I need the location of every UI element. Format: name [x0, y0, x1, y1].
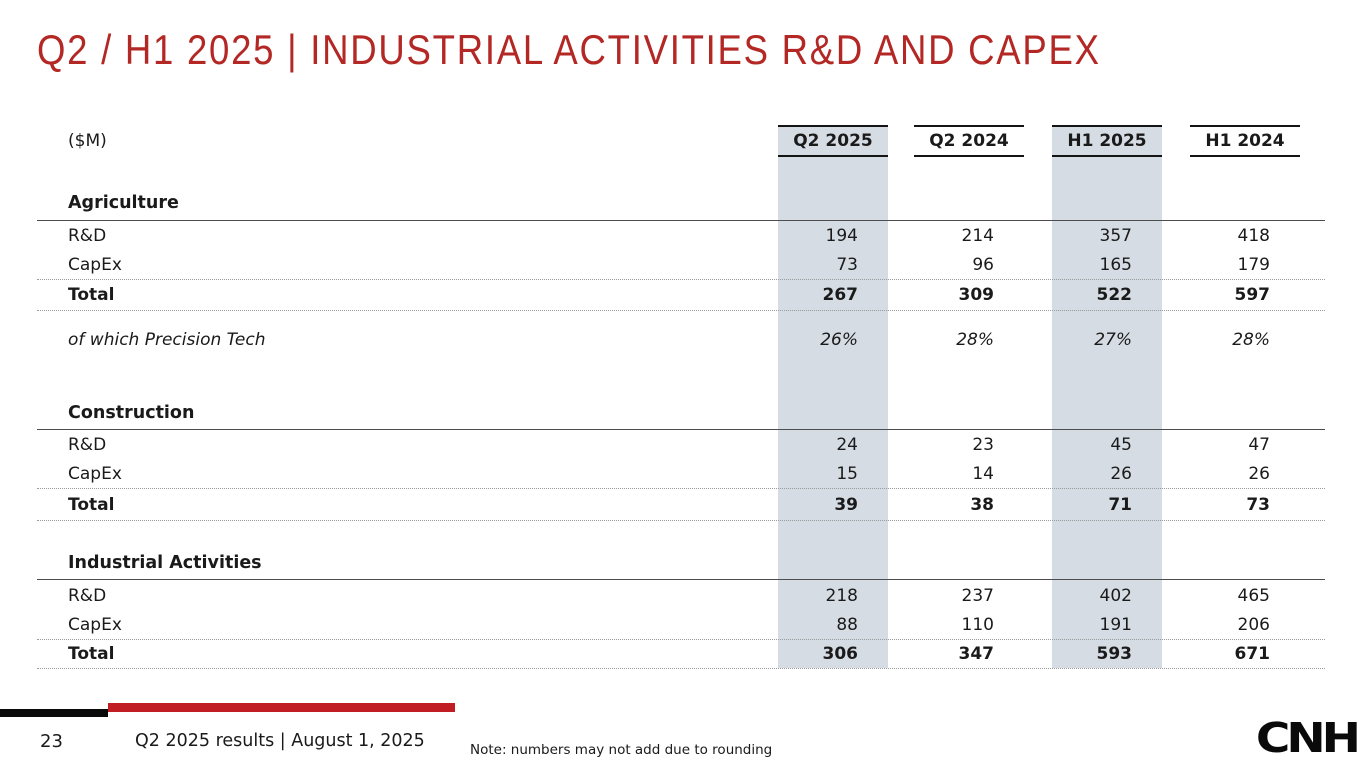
- cell-q2-2025: 73: [836, 254, 858, 275]
- table-header-row: ($M) Q2 2025 Q2 2024 H1 2025 H1 2024: [37, 125, 1325, 157]
- cell-h1-2025: 357: [1099, 225, 1132, 246]
- cell-h1-2024: 73: [1246, 494, 1270, 515]
- cell-h1-2024: 28%: [1232, 330, 1270, 350]
- section-header-industrial-activities: Industrial Activities: [37, 546, 1325, 580]
- cell-h1-2025: 402: [1099, 585, 1132, 606]
- cell-q2-2025: 39: [834, 494, 858, 515]
- section-name: Agriculture: [68, 193, 179, 213]
- slide-title: Q2 / H1 2025 | INDUSTRIAL ACTIVITIES R&D…: [37, 26, 1101, 73]
- cell-h1-2024: 597: [1234, 285, 1271, 305]
- rounding-note: Note: numbers may not add due to roundin…: [470, 742, 773, 758]
- cell-q2-2024: 38: [970, 494, 994, 515]
- column-header-q2-2025: Q2 2025: [778, 125, 888, 157]
- cell-h1-2025: 71: [1108, 494, 1132, 515]
- page-number: 23: [40, 731, 63, 752]
- cell-q2-2024: 28%: [956, 330, 994, 350]
- cell-h1-2025: 165: [1099, 254, 1132, 275]
- cell-h1-2025: 45: [1110, 434, 1132, 455]
- cell-q2-2025: 267: [822, 285, 859, 305]
- cell-q2-2024: 309: [958, 285, 995, 305]
- row-label: CapEx: [68, 254, 122, 275]
- table-row-construction-total: Total 39 38 71 73: [37, 489, 1325, 521]
- column-header-h1-2024: H1 2024: [1190, 125, 1300, 157]
- cell-h1-2025: 191: [1099, 614, 1132, 635]
- row-label: Total: [68, 644, 115, 664]
- section-name: Construction: [68, 402, 195, 423]
- cell-h1-2024: 47: [1248, 434, 1270, 455]
- cnh-logo: CNH: [1255, 714, 1361, 763]
- footer-red-bar: [108, 703, 455, 712]
- cell-h1-2024: 418: [1237, 225, 1270, 246]
- table-row-agriculture-rd: R&D 194 214 357 418: [37, 221, 1325, 250]
- row-label: R&D: [68, 585, 107, 606]
- table-row-industrial-capex: CapEx 88 110 191 206: [37, 610, 1325, 640]
- row-label: of which Precision Tech: [68, 330, 266, 350]
- cell-q2-2024: 214: [961, 225, 994, 246]
- cell-q2-2024: 347: [958, 644, 995, 664]
- cell-h1-2024: 179: [1237, 254, 1270, 275]
- table-row-construction-capex: CapEx 15 14 26 26: [37, 459, 1325, 489]
- cell-h1-2024: 465: [1237, 585, 1270, 606]
- unit-label: ($M): [68, 131, 107, 151]
- cell-q2-2024: 96: [972, 254, 994, 275]
- row-label: CapEx: [68, 614, 122, 635]
- cell-q2-2025: 15: [836, 463, 858, 484]
- section-header-construction: Construction: [37, 396, 1325, 430]
- table-row-industrial-total: Total 306 347 593 671: [37, 640, 1325, 669]
- cell-q2-2025: 218: [825, 585, 858, 606]
- cell-q2-2025: 306: [822, 644, 859, 664]
- section-name: Industrial Activities: [68, 552, 262, 573]
- section-header-agriculture: Agriculture: [37, 186, 1325, 221]
- column-header-q2-2024: Q2 2024: [914, 125, 1024, 157]
- cell-q2-2025: 26%: [820, 330, 858, 350]
- table-row-agriculture-capex: CapEx 73 96 165 179: [37, 250, 1325, 280]
- footer-source-text: Q2 2025 results | August 1, 2025: [135, 731, 425, 751]
- highlight-column-q2-2025: [778, 125, 888, 668]
- highlight-column-h1-2025: [1052, 125, 1162, 668]
- cell-q2-2024: 237: [961, 585, 994, 606]
- rd-capex-table: ($M) Q2 2025 Q2 2024 H1 2025 H1 2024 Agr…: [37, 115, 1325, 675]
- row-label: R&D: [68, 225, 107, 246]
- row-label: R&D: [68, 434, 107, 455]
- footer-black-bar: [0, 709, 108, 717]
- cell-h1-2025: 522: [1096, 285, 1133, 305]
- cell-h1-2024: 26: [1248, 463, 1270, 484]
- cell-q2-2025: 194: [825, 225, 858, 246]
- row-label: Total: [68, 285, 115, 305]
- cell-q2-2024: 14: [972, 463, 994, 484]
- cell-q2-2025: 24: [836, 434, 858, 455]
- cell-q2-2024: 23: [972, 434, 994, 455]
- table-row-agriculture-total: Total 267 309 522 597: [37, 280, 1325, 311]
- row-label: Total: [68, 494, 115, 515]
- row-label: CapEx: [68, 463, 122, 484]
- cell-q2-2024: 110: [961, 614, 994, 635]
- table-row-construction-rd: R&D 24 23 45 47: [37, 430, 1325, 459]
- cell-h1-2025: 593: [1096, 644, 1133, 664]
- cell-h1-2025: 27%: [1094, 330, 1132, 350]
- cell-h1-2024: 671: [1234, 644, 1271, 664]
- cell-q2-2025: 88: [836, 614, 858, 635]
- column-header-h1-2025: H1 2025: [1052, 125, 1162, 157]
- table-row-industrial-rd: R&D 218 237 402 465: [37, 581, 1325, 610]
- cell-h1-2025: 26: [1110, 463, 1132, 484]
- cell-h1-2024: 206: [1237, 614, 1270, 635]
- table-row-precision-tech: of which Precision Tech 26% 28% 27% 28%: [37, 325, 1325, 355]
